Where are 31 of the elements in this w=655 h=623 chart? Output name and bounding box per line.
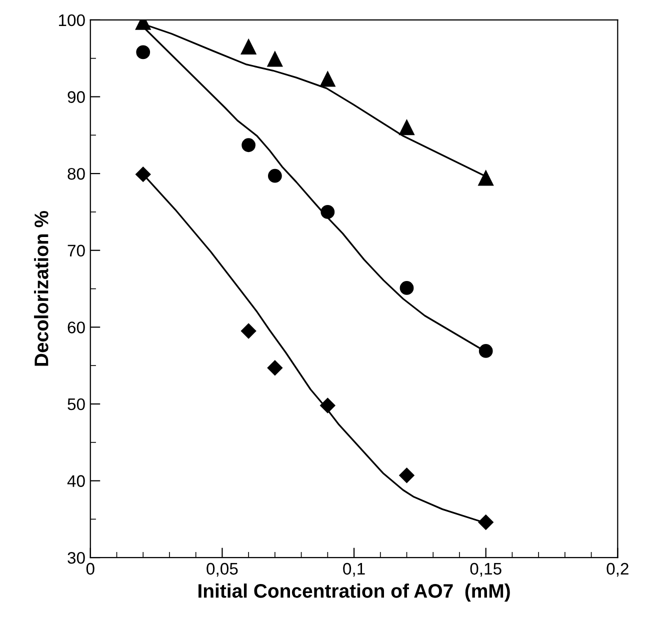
point <box>320 398 336 414</box>
point <box>240 39 256 54</box>
point <box>478 514 494 530</box>
x-tick-label: 0,2 <box>606 562 628 577</box>
point <box>399 120 414 136</box>
point <box>320 71 336 87</box>
y-tick-label: 60 <box>68 322 85 334</box>
point <box>399 468 414 483</box>
point <box>242 138 256 152</box>
y-tick-label: 40 <box>67 475 85 487</box>
y-tick-label: 30 <box>68 552 85 564</box>
x-tick-label: 0,05 <box>206 562 238 577</box>
point <box>478 344 493 358</box>
point <box>400 281 414 295</box>
x-tick-label: 0,15 <box>470 562 502 577</box>
y-tick-label: 50 <box>68 398 85 410</box>
point <box>241 323 256 339</box>
x-tick-label: 0,1 <box>343 562 365 577</box>
point <box>268 168 282 183</box>
x-tick-label: 0 <box>86 562 94 575</box>
x-axis-title: Initial Concentration of AO7 (mM) <box>198 584 510 602</box>
y-tick-label: 90 <box>68 91 85 103</box>
y-axis-title: Decolorization % <box>34 210 48 366</box>
point <box>478 170 494 186</box>
point <box>136 166 151 182</box>
y-tick-label: 100 <box>58 14 85 26</box>
point <box>267 360 283 376</box>
y-tick-label: 70 <box>68 244 85 257</box>
y-tick-label: 80 <box>68 168 85 180</box>
point <box>136 45 150 60</box>
point <box>267 51 283 67</box>
